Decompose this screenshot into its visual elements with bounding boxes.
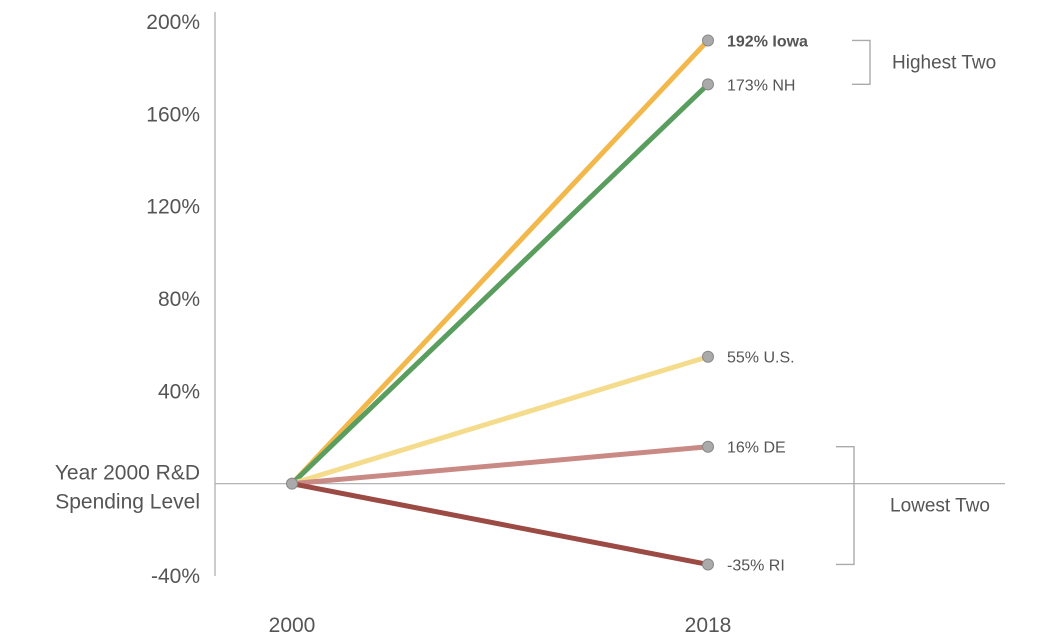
- baseline-label-line: Year 2000 R&D: [55, 462, 200, 485]
- end-label-nh: 173% NH: [727, 77, 795, 94]
- end-point-de: [702, 440, 714, 453]
- end-label-iowa: 192% Iowa: [727, 33, 808, 50]
- baseline-label: Year 2000 R&D Spending Level: [55, 462, 200, 514]
- end-point-nh: [702, 78, 714, 91]
- baseline-label-line: Spending Level: [55, 491, 200, 514]
- y-tick-label: 80%: [158, 288, 200, 311]
- x-tick-label: 2000: [269, 614, 316, 637]
- y-tick-labels: 200% 160% 120% 80% 40% -40%: [146, 11, 200, 588]
- y-tick-label: 40%: [158, 380, 200, 403]
- series-line-us: [289, 354, 711, 487]
- series-line-iowa: [289, 37, 711, 487]
- series-line-ri: [289, 481, 711, 567]
- end-label-de: 16% DE: [727, 440, 786, 457]
- y-tick-label: 120%: [146, 196, 200, 219]
- y-tick-label: 160%: [146, 103, 200, 126]
- group-label-lowest-two: Lowest Two: [890, 496, 990, 517]
- end-point-ri: [702, 558, 714, 571]
- series-lines: [289, 37, 711, 567]
- end-point-us: [702, 350, 714, 363]
- bracket-lowest-two: [836, 446, 855, 566]
- series-line-nh: [289, 81, 711, 487]
- group-label-highest-two: Highest Two: [892, 52, 996, 73]
- series-line-de: [289, 444, 711, 487]
- group-brackets: Highest Two Lowest Two: [836, 39, 1010, 566]
- end-label-us: 55% U.S.: [727, 350, 795, 367]
- x-tick-labels: 2000 2018: [269, 614, 732, 637]
- y-tick-label: 200%: [146, 11, 200, 34]
- x-tick-label: 2018: [685, 614, 732, 637]
- group-label-bg: [870, 489, 1010, 520]
- start-point: [286, 477, 298, 490]
- end-point-iowa: [702, 34, 714, 47]
- axes: [214, 12, 1005, 576]
- end-label-ri: -35% RI: [727, 557, 785, 574]
- bracket-highest-two: [852, 39, 871, 86]
- series-points: [286, 34, 714, 571]
- y-tick-label: -40%: [151, 565, 200, 588]
- series-end-labels: 192% Iowa 173% NH 55% U.S. 16% DE -35% RI: [727, 33, 808, 574]
